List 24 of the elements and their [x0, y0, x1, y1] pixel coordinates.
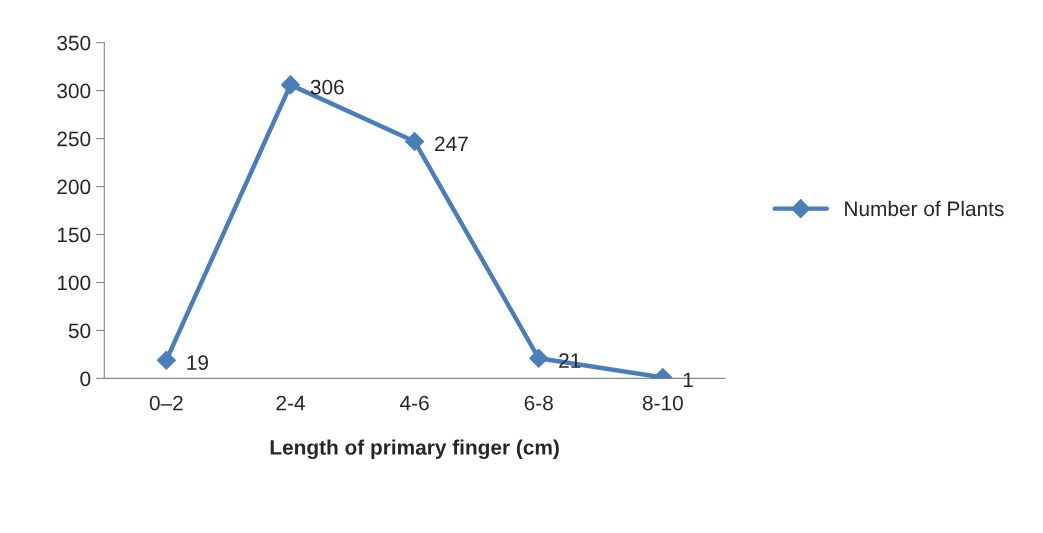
- x-tick-label: 2-4: [276, 395, 305, 411]
- data-label: 247: [435, 136, 468, 152]
- point: [280, 75, 301, 95]
- x-tick-label: 0–2: [149, 395, 183, 411]
- data-label: 1: [683, 372, 693, 388]
- x-tick-label: 8-10: [642, 395, 683, 411]
- point: [156, 350, 176, 370]
- point: [529, 348, 549, 368]
- x-tick-label: 6-8: [524, 395, 553, 411]
- legend-label: Number of Plants: [845, 200, 1004, 217]
- y-tick-label: 200: [57, 179, 91, 195]
- y-tick-label: 100: [57, 275, 91, 291]
- x-axis-title: Length of primary finger (cm): [270, 439, 559, 460]
- data-label: 306: [310, 79, 344, 95]
- y-tick-label: 300: [57, 83, 91, 99]
- data-label: 19: [187, 355, 208, 370]
- y-tick-label: 150: [57, 227, 91, 243]
- point: [405, 131, 425, 151]
- y-tick-label: 50: [68, 323, 91, 339]
- y-tick-label: 0: [80, 371, 91, 387]
- y-tick-label: 250: [57, 131, 91, 147]
- x-tick-label: 4-6: [400, 395, 429, 411]
- y-tick-label: 350: [57, 35, 91, 51]
- data-label: 21: [559, 353, 581, 368]
